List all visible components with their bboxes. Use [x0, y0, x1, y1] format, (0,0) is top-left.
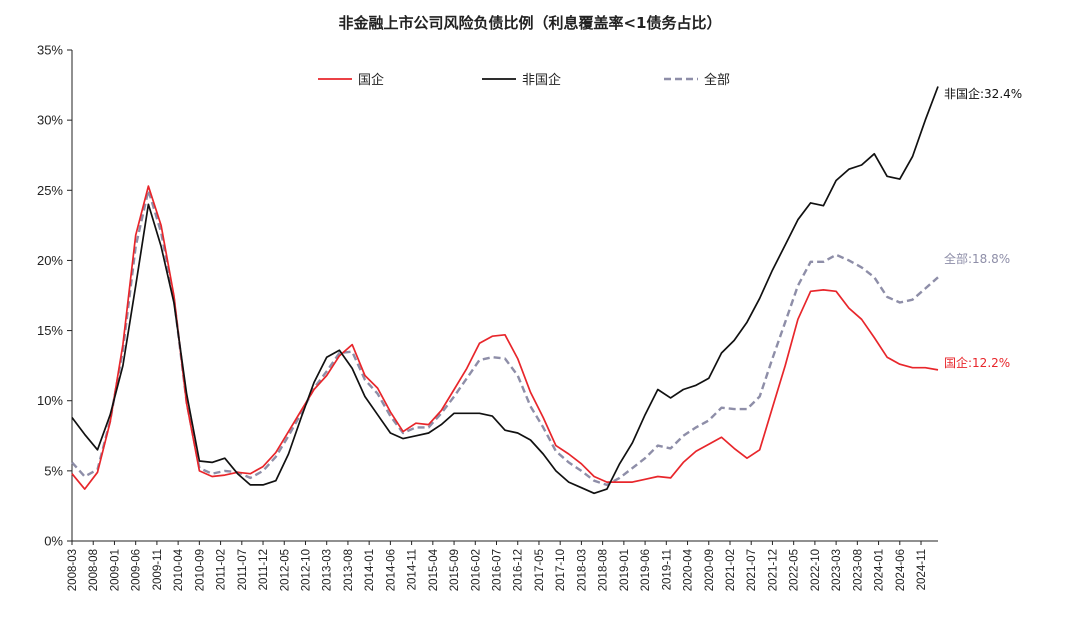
x-tick-label: 2016-12: [513, 549, 525, 591]
legend-label: 全部: [704, 72, 730, 88]
x-tick-label: 2010-04: [173, 548, 185, 591]
x-tick-label: 2016-07: [492, 549, 504, 591]
y-tick-label: 20%: [37, 253, 63, 268]
x-tick-label: 2015-09: [449, 549, 461, 591]
x-tick-label: 2021-02: [725, 549, 737, 591]
legend-label: 国企: [358, 72, 384, 88]
series-layer: [71, 86, 939, 495]
x-tick-label: 2022-05: [789, 549, 801, 591]
y-axis: 0% 5% 10% 15% 20% 25% 30% 35%: [37, 43, 73, 549]
legend: 国企 非国企 全部: [318, 72, 730, 88]
y-tick-label: 25%: [37, 183, 63, 198]
x-tick-label: 2008-03: [67, 549, 79, 591]
x-tick-label: 2023-08: [852, 549, 864, 591]
end-value-label: 非国企:32.4%: [944, 86, 1022, 101]
x-tick-label: 2015-04: [428, 548, 440, 591]
x-tick-label: 2011-07: [237, 549, 249, 590]
end-value-label: 国企:12.2%: [944, 355, 1010, 370]
series-line-2: [71, 189, 939, 487]
chart-title: 非金融上市公司风险负债比例（利息覆盖率<1债务占比）: [338, 14, 721, 32]
x-tick-label: 2009-11: [152, 549, 164, 590]
y-tick-label: 35%: [37, 43, 63, 58]
x-tick-label: 2017-05: [534, 549, 546, 591]
x-tick-label: 2019-11: [661, 549, 673, 590]
x-tick-label: 2020-04: [683, 548, 695, 591]
x-tick-label: 2013-03: [322, 549, 334, 591]
x-tick-label: 2014-01: [364, 549, 376, 591]
x-tick-label: 2009-06: [131, 549, 143, 591]
x-tick-label: 2018-03: [576, 549, 588, 591]
x-tick-label: 2018-08: [598, 549, 610, 591]
x-tick-label: 2023-03: [831, 549, 843, 591]
x-tick-label: 2013-08: [343, 549, 355, 591]
y-tick-label: 15%: [37, 323, 63, 338]
x-tick-label: 2012-10: [300, 549, 312, 591]
x-axis: 2008-03 2008-08 2009-01 2009-06 2009-11 2010-…: [67, 540, 938, 591]
y-tick-label: 10%: [37, 393, 63, 408]
x-tick-label: 2012-05: [279, 549, 291, 591]
x-tick-label: 2016-02: [470, 549, 482, 591]
legend-label: 非国企: [522, 72, 561, 88]
x-tick-label: 2022-10: [810, 549, 822, 591]
x-tick-label: 2024-11: [916, 549, 928, 590]
y-tick-label: 5%: [44, 463, 63, 478]
x-tick-label: 2021-12: [767, 549, 779, 591]
x-tick-label: 2024-01: [874, 549, 886, 591]
x-tick-label: 2019-01: [619, 549, 631, 591]
series-line-0: [71, 185, 939, 490]
x-tick-label: 2009-01: [109, 549, 121, 591]
end-labels: 国企:12.2% 非国企:32.4% 全部:18.8%: [944, 86, 1022, 370]
x-tick-label: 2008-08: [88, 549, 100, 591]
y-tick-label: 0%: [44, 534, 63, 549]
x-tick-label: 2020-09: [704, 549, 716, 591]
x-tick-label: 2014-06: [385, 549, 397, 591]
end-value-label: 全部:18.8%: [944, 251, 1010, 266]
x-tick-label: 2017-10: [555, 549, 567, 591]
x-tick-label: 2014-11: [407, 549, 419, 590]
series-line-1: [71, 86, 939, 495]
x-tick-label: 2019-06: [640, 549, 652, 591]
x-tick-label: 2010-09: [194, 549, 206, 591]
x-tick-label: 2011-02: [216, 549, 228, 590]
x-tick-label: 2021-07: [746, 549, 758, 591]
x-tick-label: 2024-06: [895, 549, 907, 591]
x-tick-label: 2011-12: [258, 549, 270, 590]
y-tick-label: 30%: [37, 113, 63, 128]
